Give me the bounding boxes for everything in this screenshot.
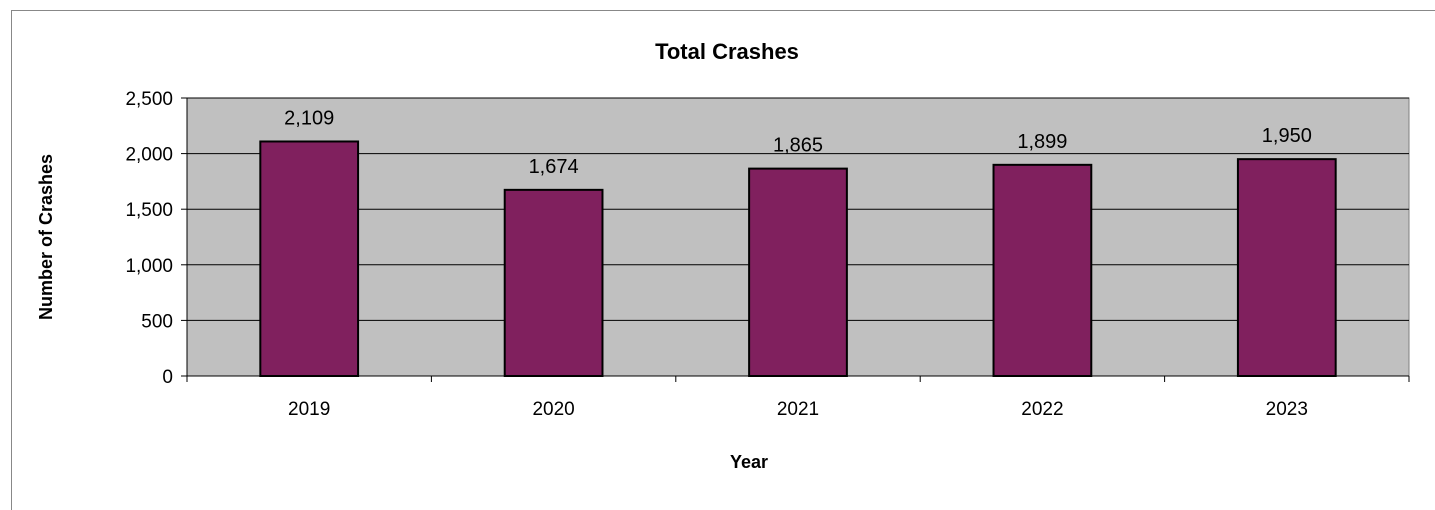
data-label-2019: 2,109 [284, 107, 334, 129]
bars [259, 140, 1337, 377]
x-tick-label-2022: 2022 [1021, 399, 1063, 420]
y-tick-label: 2,000 [125, 145, 173, 166]
bar-2022 [992, 163, 1093, 377]
x-axis-title: Year [730, 452, 768, 472]
x-tick-label-2023: 2023 [1266, 399, 1308, 420]
x-tick-label-2019: 2019 [288, 399, 330, 420]
x-tick-label-2020: 2020 [532, 399, 574, 420]
y-tick-label: 500 [141, 311, 173, 332]
chart-title: Total Crashes [655, 39, 799, 64]
bar-2023 [1236, 158, 1337, 377]
data-label-2020: 1,674 [529, 156, 579, 178]
y-tick-label: 0 [162, 367, 173, 388]
x-tick-label-2021: 2021 [777, 399, 819, 420]
x-axis-ticks: 2019 2020 2021 2022 2023 [186, 376, 1410, 420]
bar-2019 [259, 140, 360, 377]
chart-frame [11, 10, 1435, 510]
y-tick-label: 2,500 [125, 89, 173, 110]
data-label-2023: 1,950 [1262, 125, 1312, 147]
y-axis-ticks: 0 500 1,000 1,500 2,000 2,500 [125, 89, 187, 388]
data-label-2021: 1,865 [773, 135, 823, 157]
bar-2021 [748, 167, 848, 377]
bar-2020 [503, 188, 604, 377]
y-tick-label: 1,500 [125, 200, 173, 221]
y-axis-title: Number of Crashes [36, 154, 56, 320]
y-tick-label: 1,000 [125, 256, 173, 277]
data-label-2022: 1,899 [1017, 131, 1067, 153]
data-labels: 2,109 1,674 1,865 1,899 1,950 [284, 107, 1312, 177]
